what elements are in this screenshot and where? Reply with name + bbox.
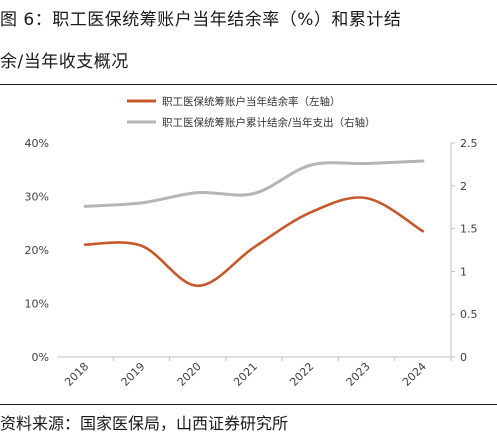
right-axis-tick-label: 2.5 (460, 137, 478, 150)
left-axis-tick-label: 0% (32, 351, 49, 364)
left-axis-tick-label: 10% (25, 298, 49, 311)
chart-title-line-1: 图 6：职工医保统筹账户当年结余率（%）和累计结 (0, 10, 402, 30)
left-axis-tick-label: 20% (25, 244, 49, 257)
x-axis-tick-label: 2023 (344, 360, 373, 389)
left-axis-tick-label: 30% (25, 191, 49, 204)
title-divider (0, 84, 497, 85)
legend-label: 职工医保统筹账户当年结余率（左轴） (162, 95, 341, 108)
x-axis-tick-label: 2021 (231, 360, 260, 389)
x-axis-tick-label: 2022 (287, 360, 316, 389)
source-note: 资料来源：国家医保局，山西证券研究所 (0, 414, 289, 433)
left-axis-tick-label: 40% (25, 137, 49, 150)
right-axis-tick-label: 1.5 (460, 223, 478, 236)
right-axis-tick-label: 2 (460, 180, 467, 193)
x-axis-tick-label: 2019 (119, 360, 148, 389)
x-axis-tick-label: 2024 (400, 360, 429, 389)
right-axis-tick-label: 0.5 (460, 308, 478, 321)
x-axis-tick-label: 2020 (175, 360, 204, 389)
chart-title-line-2: 余/当年收支概况 (0, 52, 129, 72)
series-line-balance-rate (83, 196, 425, 288)
series-line-cumulative-ratio (83, 159, 425, 208)
source-divider (0, 404, 497, 405)
x-axis-tick-label: 2018 (62, 360, 91, 389)
right-axis-tick-label: 0 (460, 351, 467, 364)
right-axis-tick-label: 1 (460, 265, 467, 278)
chart-area: 0% 10% 20% 30% 40% 0 0.5 1 1.5 2 2.5 2018 2019 2020 20… (25, 95, 478, 389)
legend-label: 职工医保统筹账户累计结余/当年支出（右轴） (162, 116, 376, 129)
